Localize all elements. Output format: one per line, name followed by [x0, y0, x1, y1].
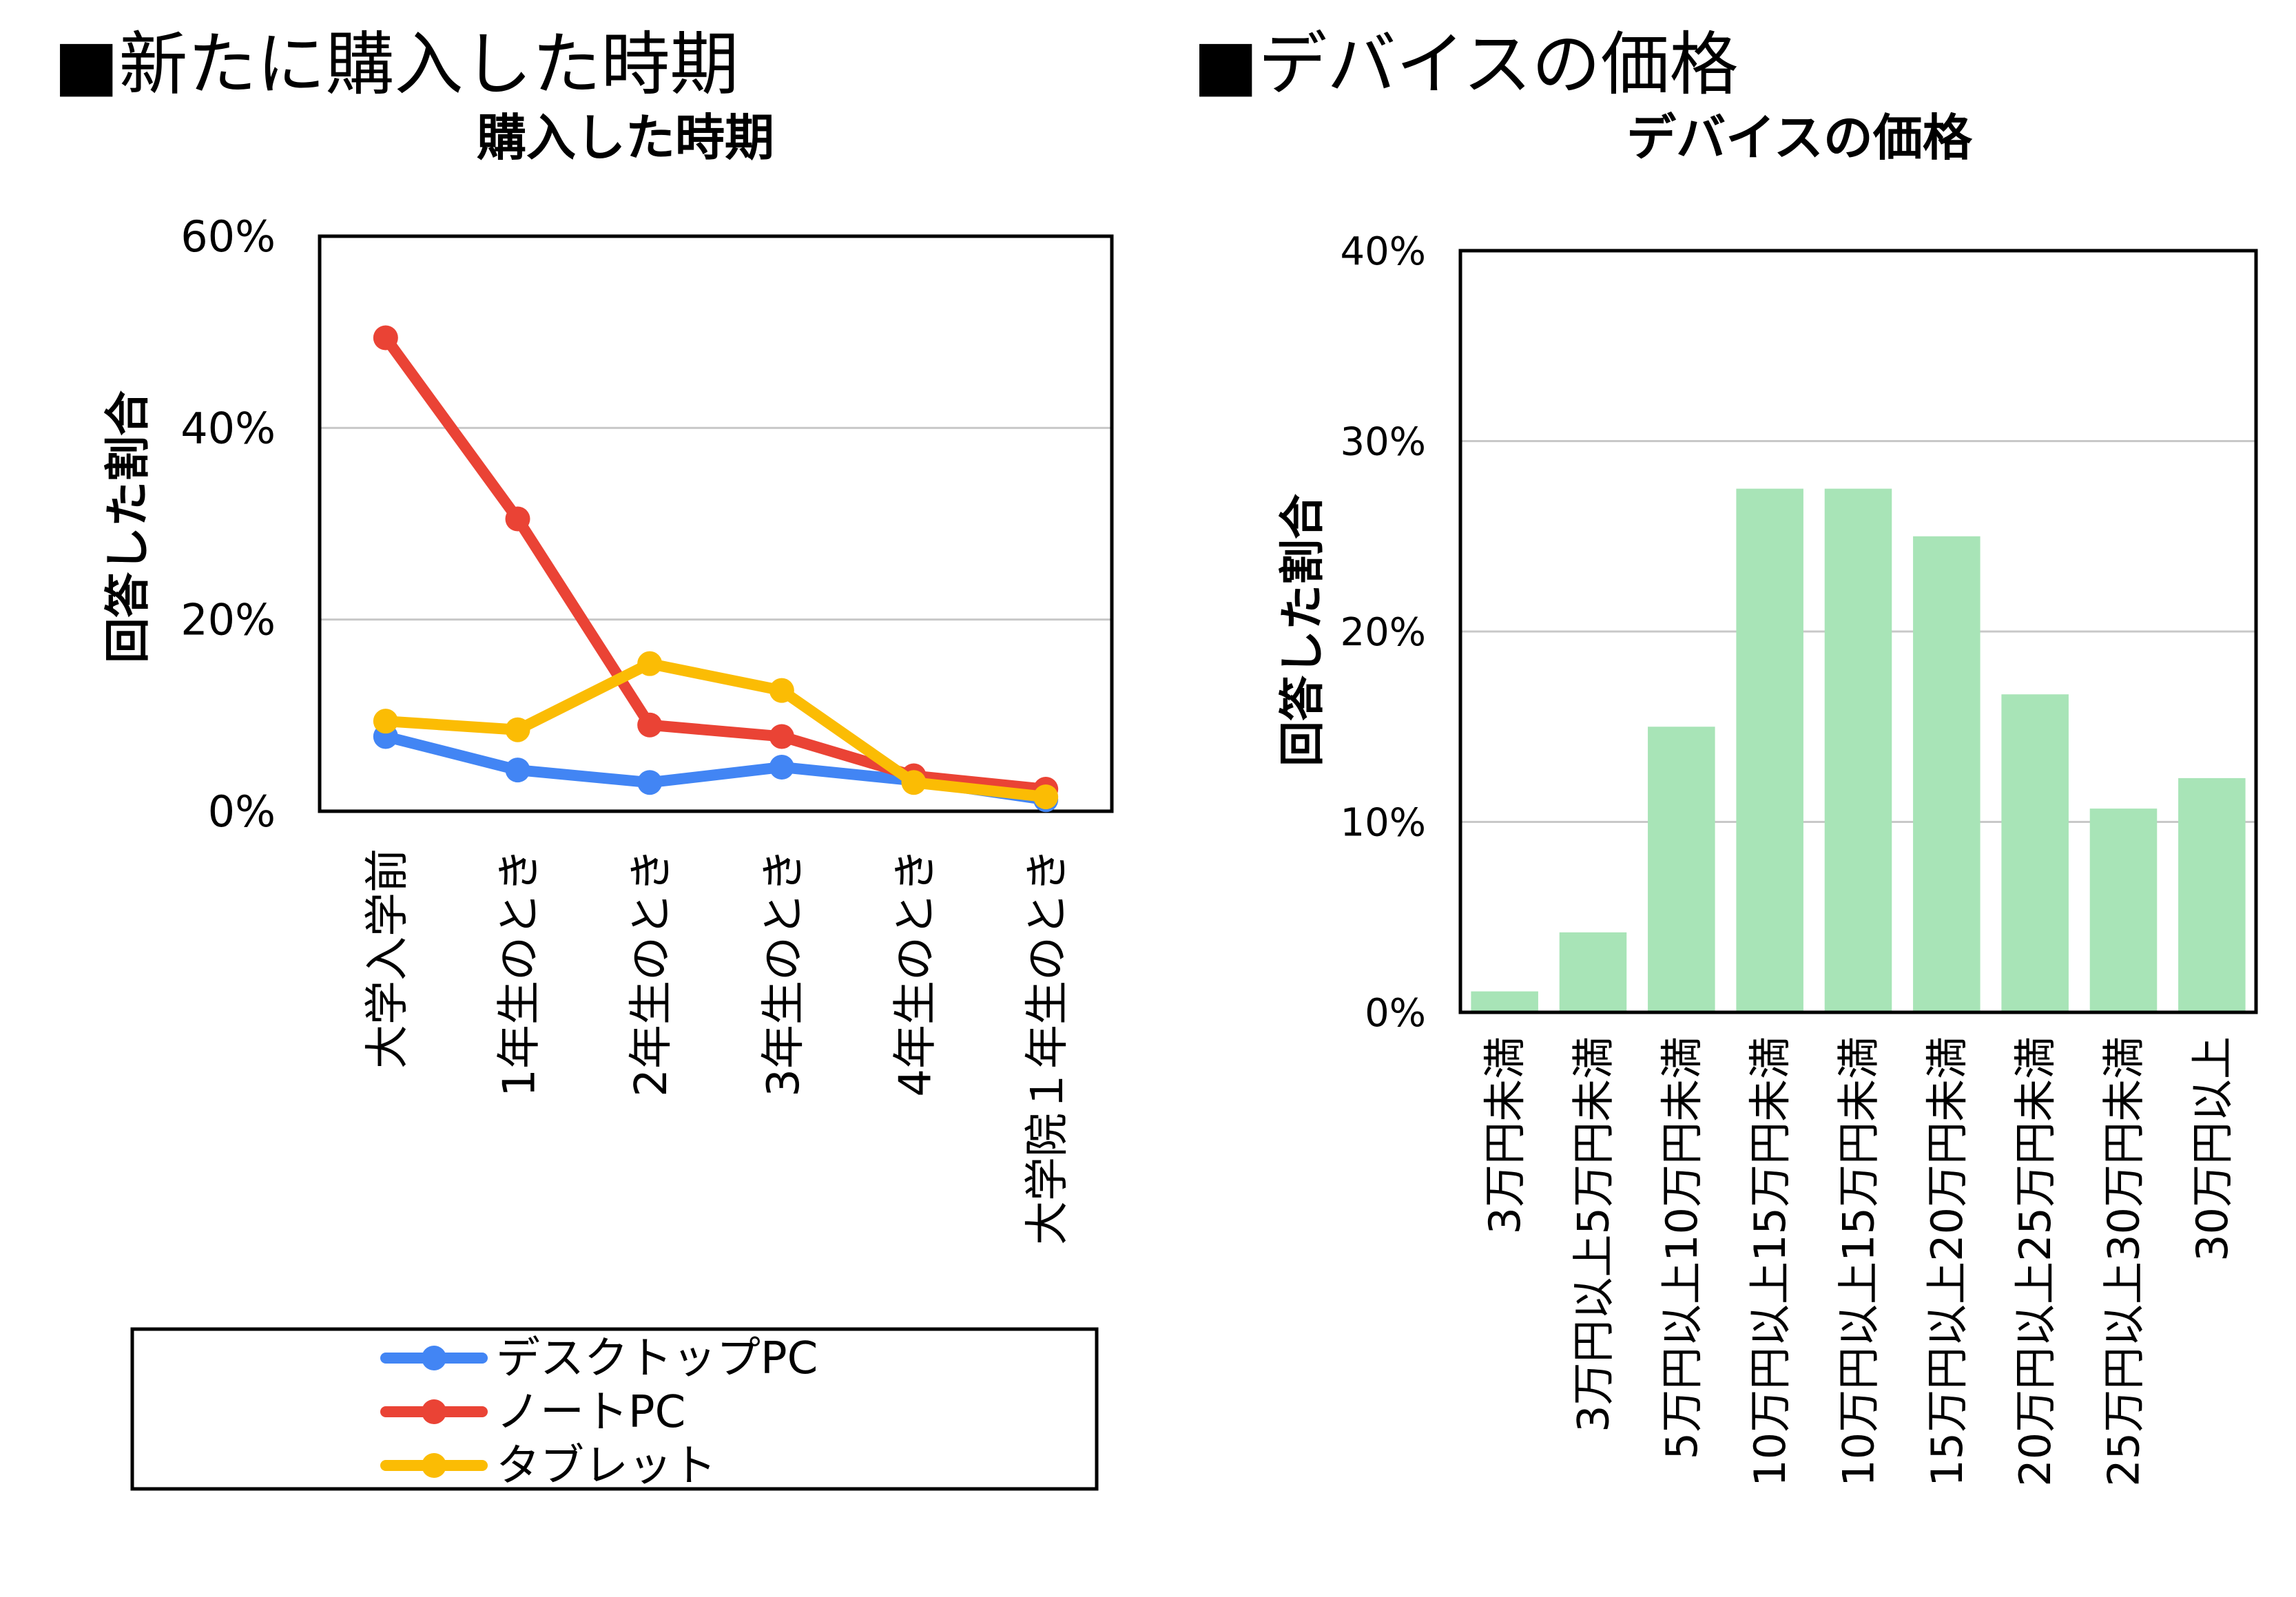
bar-chart-x-tick-label: 3万円以上5万円未満 [1569, 1036, 1619, 1432]
section-heading-purchase-time: ■新たに購入した時期 [54, 24, 738, 105]
section-heading-device-price: ■デバイスの価格 [1193, 24, 1738, 105]
bar-chart-x-tick-label: 20万円以上25万円未満 [2010, 1036, 2060, 1487]
line-chart-y-tick-label: 40% [180, 403, 276, 453]
bar-chart-x-ticks: 3万円未満 3万円以上5万円未満 5万円以上10万円未満 10万円以上15万円未満 10… [1480, 1036, 2237, 1487]
bar-chart-title: デバイスの価格 [1626, 109, 1973, 167]
bar [2178, 777, 2246, 1012]
bar-chart-x-tick-label: 5万円以上10万円未満 [1657, 1036, 1707, 1459]
line-series-1-point [637, 712, 663, 738]
line-chart-x-tick-label: 3年生のとき [758, 848, 809, 1097]
bar [2001, 694, 2069, 1012]
line-series-2-point [373, 709, 398, 734]
line-series-2-point [637, 651, 663, 676]
bar [1648, 727, 1715, 1012]
bar-chart-y-tick-label: 10% [1341, 801, 1426, 846]
bar-chart-plot-frame [1458, 249, 2258, 1014]
line-chart-y-tick-label: 20% [180, 595, 276, 645]
line-chart-y-axis-label: 回答した割合 [101, 390, 154, 663]
legend-label-2: タブレット [496, 1441, 716, 1492]
line-series-2-point [505, 717, 530, 742]
bar-chart-x-tick-label: 10万円以上15万円未満 [1834, 1036, 1884, 1487]
line-chart: 購入した時期 0% 20% 40% 60% 回答した割合 大学入学前 1年生のとき 2年生… [101, 109, 1114, 1492]
line-series-1-point [373, 325, 398, 351]
legend-marker-2 [422, 1453, 446, 1478]
line-series-0-point [769, 754, 794, 780]
bar-chart-y-tick-label: 0% [1365, 991, 1426, 1036]
bar-chart-x-tick-label: 15万円以上20万円未満 [1922, 1036, 1972, 1487]
line-series-0-point [637, 770, 663, 795]
bar-chart-y-tick-label: 20% [1341, 610, 1426, 655]
line-series-0-point [505, 758, 530, 783]
line-chart-gridlines [320, 426, 1112, 621]
bar [1559, 932, 1627, 1012]
bar-chart-bars [1471, 488, 2246, 1012]
bar-chart-y-tick-label: 30% [1341, 420, 1426, 465]
line-series-1 [380, 332, 1052, 795]
line-chart-y-ticks: 0% 20% 40% 60% [180, 211, 276, 837]
legend-marker-0 [422, 1346, 446, 1370]
line-series-2-point [901, 770, 927, 795]
line-chart-plot-frame [318, 234, 1114, 813]
bar-chart-x-tick-label: 10万円以上15万円未満 [1745, 1036, 1795, 1487]
bar-chart-x-tick-label: 30万円以上 [2187, 1036, 2237, 1262]
bar-chart-y-tick-label: 40% [1341, 229, 1426, 274]
bar [1736, 488, 1803, 1012]
line-series-2 [380, 658, 1052, 803]
bar-chart: デバイスの価格 0% 10% 20% 30% 40% 回答した割合 3万円未満 3万円以上… [1276, 109, 2258, 1487]
line-chart-series [373, 325, 1059, 813]
bar [2089, 808, 2158, 1012]
line-chart-x-tick-label: 1年生のとき [495, 848, 546, 1097]
line-chart-x-tick-label: 2年生のとき [626, 848, 677, 1097]
line-series-1-point [769, 724, 794, 749]
legend-frame [130, 1327, 1099, 1491]
line-chart-title: 購入した時期 [477, 109, 774, 167]
bar-chart-x-tick-label: 3万円未満 [1480, 1036, 1530, 1234]
bar-chart-y-ticks: 0% 10% 20% 30% 40% [1341, 229, 1426, 1036]
line-chart-x-ticks: 大学入学前 1年生のとき 2年生のとき 3年生のとき 4年生のとき 大学院１年生のとき [362, 848, 1073, 1245]
bar-chart-x-tick-label: 25万円以上30万円未満 [2099, 1036, 2149, 1487]
bar-chart-y-axis-label: 回答した割合 [1276, 494, 1329, 766]
line-chart-x-tick-label: 大学入学前 [362, 848, 413, 1069]
line-series-2-point [769, 678, 794, 703]
bar [1824, 488, 1892, 1012]
legend-label-0: デスクトップPC [496, 1333, 818, 1384]
line-series-2-point [1033, 784, 1059, 810]
line-chart-x-tick-label: 4年生のとき [891, 848, 942, 1097]
legend-label-1: ノートPC [496, 1387, 685, 1438]
legend-marker-1 [422, 1399, 446, 1424]
line-chart-y-tick-label: 60% [180, 211, 276, 262]
line-series-1-point [505, 506, 530, 532]
bar [1913, 536, 1980, 1012]
line-chart-x-tick-label: 大学院１年生のとき [1022, 848, 1073, 1245]
bar [1471, 991, 1538, 1012]
line-chart-y-tick-label: 0% [208, 786, 276, 837]
